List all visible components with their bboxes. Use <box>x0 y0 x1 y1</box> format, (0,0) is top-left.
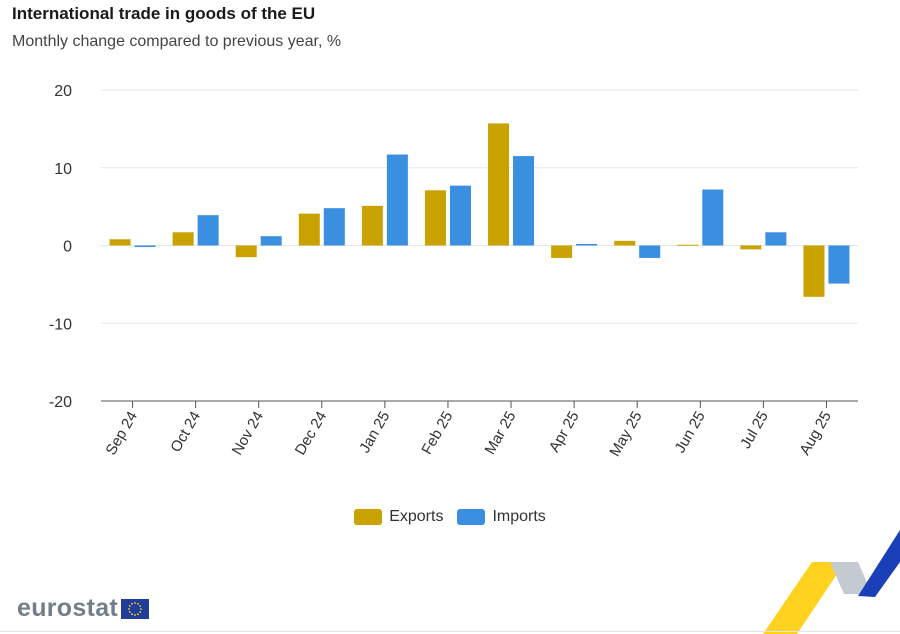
bar-exports[interactable] <box>488 123 510 246</box>
bar-imports[interactable] <box>134 245 156 248</box>
chart-title: International trade in goods of the EU <box>12 4 316 23</box>
bar-exports[interactable] <box>172 232 194 246</box>
eu-star <box>134 601 136 604</box>
bar-exports[interactable] <box>109 239 131 246</box>
bar-imports[interactable] <box>449 185 471 246</box>
legend-swatch-exports <box>354 509 383 525</box>
eu-star <box>128 610 131 613</box>
bar-imports[interactable] <box>386 154 408 246</box>
eu-star <box>131 612 133 615</box>
bar-exports[interactable] <box>803 245 825 297</box>
x-tick-label: Mar 25 <box>481 409 519 458</box>
y-tick-label: -10 <box>49 316 72 333</box>
logo-text: eurostat <box>17 594 119 622</box>
eu-star <box>140 607 142 610</box>
bar-imports[interactable] <box>513 156 535 246</box>
x-tick-label: Jun 25 <box>672 409 709 457</box>
legend-item-imports[interactable]: Imports <box>457 508 546 526</box>
eu-star <box>134 613 136 616</box>
y-tick-label: 0 <box>63 239 72 256</box>
eu-star <box>137 602 139 605</box>
legend-item-exports[interactable]: Exports <box>354 508 443 526</box>
eu-flag-icon <box>121 598 150 619</box>
bar-imports[interactable] <box>197 215 219 246</box>
eu-star <box>139 604 142 607</box>
eu-star <box>139 610 142 613</box>
corner-decoration <box>763 530 900 634</box>
x-tick-label: May 25 <box>606 409 645 460</box>
bar-imports[interactable] <box>576 243 598 246</box>
x-tick-label: Jul 25 <box>737 409 772 452</box>
bar-imports[interactable] <box>765 232 787 246</box>
bar-exports[interactable] <box>614 240 636 246</box>
bar-exports[interactable] <box>677 244 699 246</box>
legend-swatch-imports <box>457 509 486 525</box>
x-tick-label: Feb 25 <box>418 409 456 458</box>
bar-exports[interactable] <box>740 245 762 250</box>
eu-star <box>128 607 130 610</box>
bar-exports[interactable] <box>424 190 446 246</box>
x-tick-label: Aug 25 <box>796 409 834 459</box>
eu-star <box>137 612 139 615</box>
divider <box>0 631 900 632</box>
eu-star <box>131 602 133 605</box>
x-tick-label: Apr 25 <box>546 409 583 456</box>
x-tick-label: Oct 24 <box>167 409 204 456</box>
legend-label-imports: Imports <box>492 508 546 525</box>
y-tick-label: 10 <box>54 161 72 178</box>
legend-label-exports: Exports <box>389 508 444 525</box>
legend: Exports Imports <box>0 508 900 526</box>
bar-imports[interactable] <box>702 189 724 246</box>
bar-imports[interactable] <box>323 208 345 246</box>
eurostat-logo: eurostat <box>17 594 150 623</box>
bar-imports[interactable] <box>639 245 661 258</box>
x-tick-label: Nov 24 <box>229 409 267 459</box>
bar-exports[interactable] <box>235 245 257 258</box>
y-tick-label: 20 <box>54 83 72 100</box>
x-tick-label: Jan 25 <box>356 409 393 457</box>
x-tick-label: Dec 24 <box>292 409 330 459</box>
chart-subtitle: Monthly change compared to previous year… <box>12 33 342 50</box>
y-tick-label: -20 <box>49 394 72 411</box>
eu-star <box>128 604 131 607</box>
bar-exports[interactable] <box>298 213 320 246</box>
bar-exports[interactable] <box>551 245 573 258</box>
x-tick-label: Sep 24 <box>103 409 141 459</box>
bar-exports[interactable] <box>361 205 383 246</box>
bar-imports[interactable] <box>828 245 850 284</box>
bar-imports[interactable] <box>260 236 282 246</box>
